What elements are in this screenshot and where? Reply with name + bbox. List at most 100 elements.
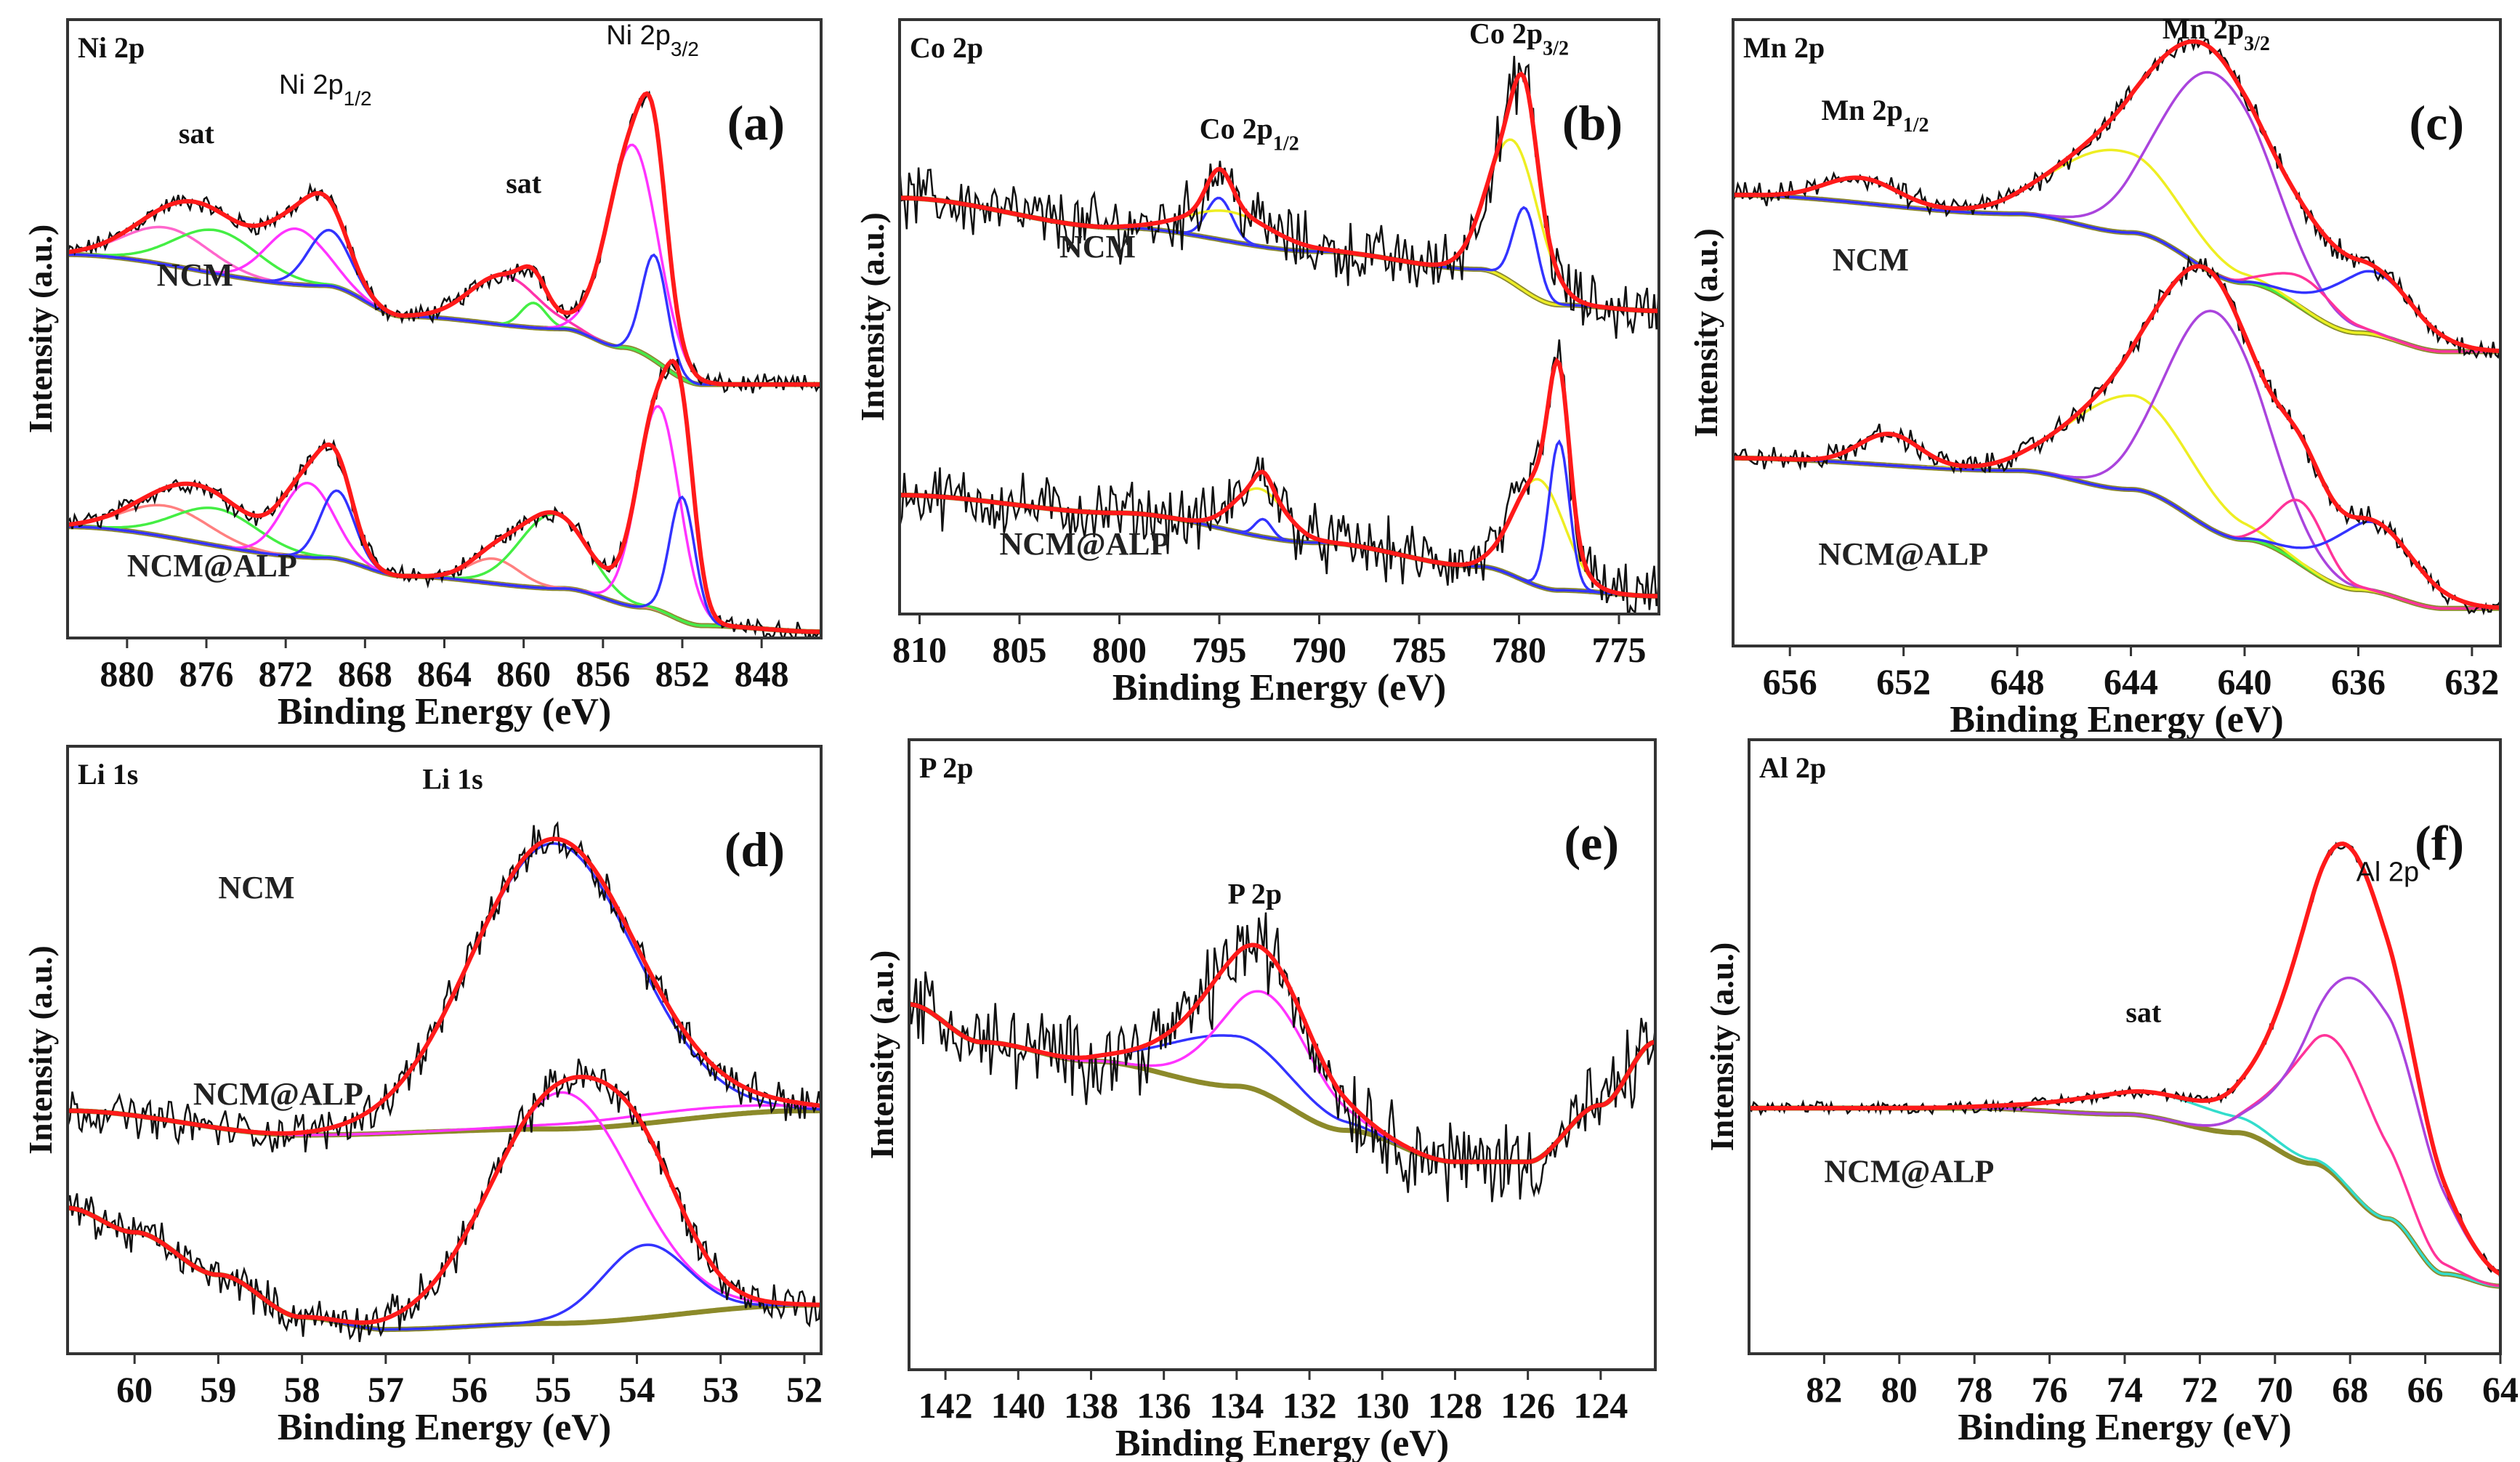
x-tick-label: 128 xyxy=(1428,1385,1482,1426)
x-tick-label: 640 xyxy=(2218,661,2272,702)
x-tick-label: 56 xyxy=(451,1369,488,1410)
panel-b: NCM NCM@ALP 810 805 800 795 790 785 780 775 Bindin… xyxy=(854,17,1660,708)
sample-label: NCM xyxy=(1833,242,1909,278)
fit-envelope-line xyxy=(68,1075,821,1325)
x-tick-label: 59 xyxy=(200,1369,236,1410)
x-tick-label: 876 xyxy=(179,653,234,694)
annotation-text: Mn 2p xyxy=(1822,94,1903,126)
x-tick-label: 138 xyxy=(1064,1385,1118,1426)
x-tick-label: 880 xyxy=(100,653,154,694)
fit-envelope-line xyxy=(1733,264,2500,610)
raw-data-line xyxy=(909,912,1655,1203)
background-line xyxy=(1749,1105,2500,1289)
x-tick-label: 58 xyxy=(284,1369,320,1410)
annotation-subscript: 3/2 xyxy=(1543,37,1569,60)
panel-title: Li 1s xyxy=(78,758,138,791)
panel-letter: (c) xyxy=(2410,95,2464,150)
panel-e: 142 140 138 136 134 132 130 128 126 124 Binding En… xyxy=(863,738,1657,1462)
x-tick-label: 652 xyxy=(1876,661,1931,702)
plot-frame xyxy=(1748,738,2502,1355)
annotation-subscript: 1/2 xyxy=(1273,132,1299,155)
spectrum-ncm-alp xyxy=(1749,841,2500,1289)
spectrum-ncm-alp xyxy=(68,1058,821,1342)
x-tick-label: 856 xyxy=(576,653,630,694)
x-tick-label: 780 xyxy=(1492,629,1546,670)
x-tick-label: 80 xyxy=(1881,1369,1918,1410)
fit-envelope-line xyxy=(1733,39,2500,353)
x-tick-label: 648 xyxy=(1990,661,2045,702)
sample-label: NCM xyxy=(218,870,294,905)
component-peak-1 xyxy=(909,990,1655,1163)
x-tick-label: 848 xyxy=(735,653,789,694)
x-tick-label: 864 xyxy=(417,653,472,694)
x-tick-label: 54 xyxy=(619,1369,655,1410)
x-tick-label: 57 xyxy=(368,1369,404,1410)
annotation-text: sat xyxy=(179,117,215,150)
panel-title: Al 2p xyxy=(1759,751,1826,784)
component-peak-7 xyxy=(68,495,821,634)
panel-d: NCM NCM@ALP 60 59 58 57 56 55 54 53 52 Binding Ener… xyxy=(22,745,823,1448)
plot-frame xyxy=(66,745,823,1355)
plot-frame xyxy=(898,18,1660,615)
peak-annotation: P 2p xyxy=(1228,877,1282,910)
component-peak-0 xyxy=(909,1003,1655,1163)
panel-letter: (e) xyxy=(1564,815,1619,871)
spectrum-ncm-alp xyxy=(68,358,821,638)
peak-annotation: Ni 2p3/2 xyxy=(606,20,699,60)
x-tick-label: 868 xyxy=(338,653,392,694)
component-peak-4 xyxy=(1733,193,2500,352)
panel-letter: (f) xyxy=(2415,815,2464,871)
raw-data-line xyxy=(1733,37,2500,360)
fit-envelope-line xyxy=(1749,841,2500,1276)
y-axis-label: Intensity (a.u.) xyxy=(863,950,900,1160)
plot-frame xyxy=(66,18,823,639)
raw-data-line xyxy=(68,821,821,1152)
spectrum-ncm xyxy=(1733,37,2500,360)
panel-a: NCM NCM@ALP 880 876 872 868 864 860 856 852 848 Bin… xyxy=(22,18,823,732)
plot-area xyxy=(909,912,1655,1203)
x-tick-label: 656 xyxy=(1763,661,1817,702)
fit-envelope-line xyxy=(900,71,1659,313)
x-tick-label: 790 xyxy=(1292,629,1346,670)
x-tick-label: 124 xyxy=(1573,1385,1628,1426)
x-tick-label: 142 xyxy=(918,1385,973,1426)
panel-letter: (d) xyxy=(724,822,785,877)
spectrum-ncm xyxy=(68,821,821,1152)
peak-annotation: Li 1s xyxy=(422,763,482,796)
spectrum-ncm xyxy=(900,55,1659,339)
x-tick-label: 53 xyxy=(703,1369,739,1410)
panel-letter: (b) xyxy=(1562,95,1623,150)
y-axis-label: Intensity (a.u.) xyxy=(22,945,59,1155)
x-tick-label: 805 xyxy=(993,629,1047,670)
peak-annotation: Co 2p3/2 xyxy=(1469,17,1569,60)
x-tick-label: 60 xyxy=(116,1369,153,1410)
y-axis-label: Intensity (a.u.) xyxy=(22,225,59,434)
x-axis-label: Binding Energy (eV) xyxy=(278,691,611,732)
x-axis-label: Binding Energy (eV) xyxy=(1958,1407,2291,1448)
y-axis-label: Intensity (a.u.) xyxy=(1687,228,1724,437)
x-tick-label: 795 xyxy=(1192,629,1247,670)
annotation-subscript: 3/2 xyxy=(671,38,699,60)
spectrum-sample xyxy=(909,912,1655,1203)
peak-annotation: sat xyxy=(2125,996,2162,1029)
component-peak-2 xyxy=(1749,976,2500,1276)
peak-annotation: Ni 2p1/2 xyxy=(279,70,372,110)
peak-annotation: Co 2p1/2 xyxy=(1200,113,1299,156)
panel-c: NCM NCM@ALP 656 652 648 644 640 636 632 Binding E… xyxy=(1687,12,2502,740)
sample-label: NCM xyxy=(1059,229,1136,264)
plot-area xyxy=(68,821,821,1342)
x-axis-label: Binding Energy (eV) xyxy=(1950,699,2283,740)
spectrum-ncm xyxy=(68,90,821,394)
panel-title: P 2p xyxy=(919,751,973,784)
fit-envelope-line xyxy=(68,836,821,1136)
x-tick-label: 644 xyxy=(2104,661,2158,702)
raw-data-line xyxy=(900,55,1659,339)
plot-frame xyxy=(1732,18,2502,647)
x-tick-label: 132 xyxy=(1283,1385,1337,1426)
x-axis-label: Binding Energy (eV) xyxy=(1115,1423,1449,1462)
fit-envelope-line xyxy=(68,91,821,387)
x-tick-label: 860 xyxy=(496,653,551,694)
sample-label: NCM@ALP xyxy=(193,1076,363,1112)
x-tick-label: 74 xyxy=(2107,1369,2143,1410)
peak-annotation: sat xyxy=(506,166,542,199)
